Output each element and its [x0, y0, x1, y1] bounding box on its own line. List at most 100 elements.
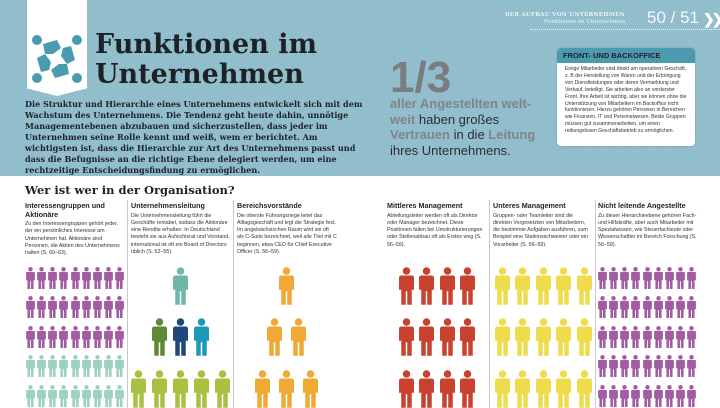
- running-header: DER AUFBAU VON UNTERNEHMEN Funktionen im …: [505, 12, 625, 26]
- person-icon: [59, 355, 69, 377]
- person-icon: [439, 318, 455, 356]
- column-lower-management: Unteres Management Gruppen- oder Teamleit…: [493, 201, 593, 249]
- person-icon: [172, 318, 188, 356]
- info-box-text: Einige Mitarbeiter sind direkt am operat…: [565, 66, 687, 135]
- person-icon: [608, 296, 618, 318]
- divider: [233, 200, 234, 408]
- person-icon: [676, 326, 685, 348]
- column-text: Gruppen- oder Teamleiter sind die direkt…: [493, 212, 589, 248]
- person-icon: [302, 370, 318, 408]
- person-icon: [398, 318, 414, 356]
- person-icon: [278, 267, 294, 305]
- person-icon: [535, 318, 551, 356]
- column-title: Unteres Management: [493, 201, 566, 210]
- person-icon: [36, 355, 46, 377]
- person-icon: [25, 296, 35, 318]
- person-icon: [653, 385, 663, 407]
- person-icon: [398, 370, 414, 408]
- person-icon: [92, 267, 102, 289]
- section-name: DER AUFBAU VON UNTERNEHMEN: [504, 12, 625, 18]
- person-icon: [115, 296, 125, 318]
- person-icon: [193, 318, 209, 356]
- person-icon: [664, 326, 674, 348]
- person-icon: [398, 267, 414, 305]
- person-icon: [81, 355, 91, 377]
- column-text: Abteilungsleiter werden oft als Direktor…: [387, 212, 483, 248]
- person-icon: [36, 385, 46, 407]
- column-text: Die oberste Führungsriege leitet das All…: [237, 212, 337, 255]
- person-icon: [115, 267, 125, 289]
- person-icon: [59, 385, 69, 407]
- person-icon: [687, 355, 697, 377]
- stat-part: in die: [449, 127, 489, 142]
- person-icon: [36, 326, 46, 348]
- person-icon: [608, 385, 618, 407]
- person-icon: [597, 355, 607, 377]
- person-icon: [130, 370, 146, 408]
- section-title: Wer ist wer in der Organisation?: [25, 183, 235, 197]
- person-icon: [48, 267, 57, 289]
- person-icon: [70, 296, 80, 318]
- person-icon: [608, 326, 618, 348]
- person-icon: [608, 355, 618, 377]
- column-text: Zu dieser Hierarchieebene gehören Fach- …: [598, 212, 697, 248]
- person-icon: [576, 370, 592, 408]
- person-icon: [535, 267, 551, 305]
- info-box: FRONT- UND BACKOFFICE Einige Mitarbeiter …: [557, 48, 695, 146]
- person-icon: [676, 355, 685, 377]
- person-icon: [104, 355, 113, 377]
- person-icon: [631, 326, 641, 348]
- person-icon: [36, 267, 46, 289]
- column-title: Unternehmensleitung: [131, 201, 205, 210]
- person-icon: [115, 385, 125, 407]
- person-icon: [687, 385, 697, 407]
- person-icon: [70, 326, 80, 348]
- stat-part: haben großes: [415, 111, 500, 127]
- page-numbers: 50 / 51: [647, 8, 699, 27]
- person-icon: [25, 385, 35, 407]
- person-icon: [439, 370, 455, 408]
- person-icon: [620, 385, 629, 407]
- person-icon: [597, 296, 607, 318]
- person-icon: [642, 296, 652, 318]
- person-icon: [439, 267, 455, 305]
- person-icon: [70, 385, 80, 407]
- person-icon: [642, 355, 652, 377]
- person-icon: [104, 326, 113, 348]
- person-icon: [515, 267, 530, 305]
- person-icon: [642, 326, 652, 348]
- stat-highlight: Leitung: [488, 127, 536, 142]
- person-icon: [620, 267, 629, 289]
- person-icon: [494, 370, 510, 408]
- stat-highlight: Vertrauen: [390, 127, 450, 142]
- column-middle-management: Mittleres Management Abteilungsleiter wer…: [387, 201, 487, 249]
- person-icon: [460, 267, 476, 305]
- person-icon: [104, 385, 113, 407]
- person-icon: [597, 326, 607, 348]
- stat-part: ihres Unternehmens.: [390, 142, 511, 158]
- person-icon: [92, 296, 102, 318]
- divider: [127, 200, 128, 408]
- person-icon: [36, 296, 46, 318]
- person-icon: [597, 385, 607, 407]
- title-line: Funktionen im: [95, 29, 318, 60]
- info-box-title: FRONT- UND BACKOFFICE: [557, 48, 695, 63]
- person-icon: [48, 326, 57, 348]
- column-title: Bereichsvorstände: [237, 201, 302, 210]
- person-icon: [556, 318, 571, 356]
- person-icon: [494, 267, 510, 305]
- person-icon: [631, 267, 641, 289]
- person-icon: [172, 370, 188, 408]
- column-title: Interessengruppen und Aktionäre: [25, 201, 105, 219]
- person-icon: [620, 326, 629, 348]
- person-icon: [81, 296, 91, 318]
- column-board: Unternehmensleitung Die Unternehmensleitu…: [131, 201, 231, 256]
- person-icon: [59, 326, 69, 348]
- person-icon: [597, 267, 607, 289]
- subsection-name: Funktionen im Unternehmen: [544, 19, 625, 25]
- person-icon: [151, 370, 167, 408]
- person-icon: [631, 385, 641, 407]
- person-icon: [687, 326, 697, 348]
- person-icon: [92, 326, 102, 348]
- person-icon: [653, 267, 663, 289]
